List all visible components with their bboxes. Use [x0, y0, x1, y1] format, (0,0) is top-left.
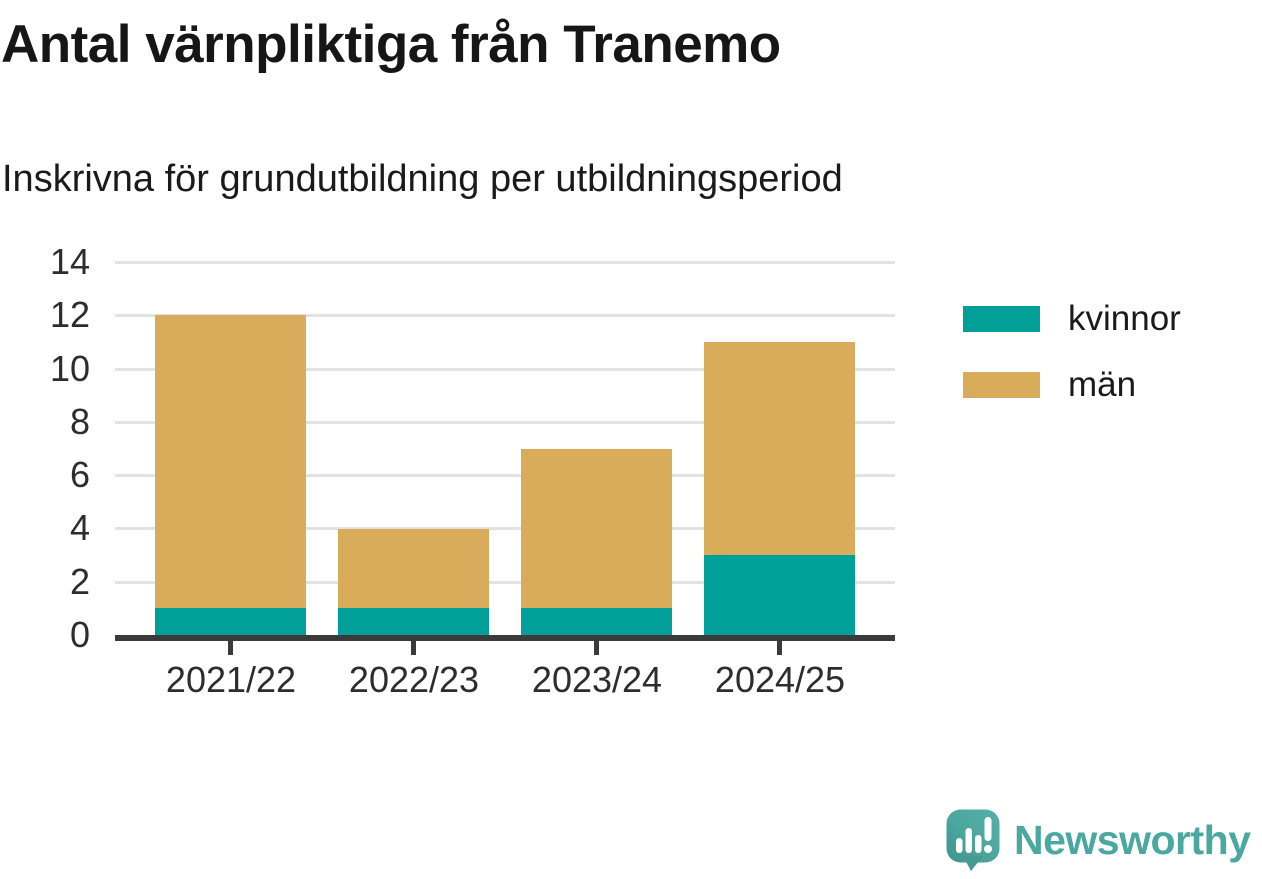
branding: Newsworthy	[945, 808, 1251, 872]
x-axis-label: 2024/25	[714, 659, 846, 700]
legend-item-män: män	[963, 367, 1181, 402]
y-axis-tick-label: 12	[49, 294, 90, 335]
x-axis-tick	[228, 641, 233, 655]
newsworthy-logo-icon	[946, 809, 1000, 871]
chart-title: Antal värnpliktiga från Tranemo	[1, 15, 781, 74]
exclamation-dot-glyph	[984, 845, 992, 853]
bar-segment-kvinnor-2022/23	[338, 608, 489, 635]
y-axis-tick-label: 8	[69, 401, 90, 442]
y-axis-tick-label: 4	[69, 507, 90, 548]
y-axis-tick-label: 2	[69, 561, 90, 602]
bar-segment-män-2023/24	[521, 448, 672, 609]
legend: kvinnor män	[963, 301, 1181, 402]
x-axis-label: 2022/23	[348, 659, 480, 700]
gridline	[115, 314, 895, 317]
bar-glyph-3	[975, 835, 982, 853]
y-axis-tick-label: 14	[49, 241, 90, 282]
x-axis-label: 2021/22	[165, 659, 297, 700]
bar-glyph-1	[956, 838, 963, 853]
bar-segment-kvinnor-2023/24	[521, 608, 672, 635]
bar-segment-män-2024/25	[704, 342, 855, 556]
x-axis-tick	[594, 641, 599, 655]
x-axis-label: 2023/24	[531, 659, 663, 700]
gridline	[115, 527, 895, 530]
bar-segment-män-2022/23	[338, 528, 489, 609]
legend-swatch-kvinnor	[963, 305, 1040, 332]
newsworthy-logo-text: Newsworthy	[1014, 816, 1251, 863]
bar-segment-kvinnor-2021/22	[155, 608, 306, 635]
gridline	[115, 421, 895, 424]
x-axis-tick	[411, 641, 416, 655]
gridline	[115, 368, 895, 371]
bar-glyph-2	[965, 828, 972, 853]
speech-bubble-tail	[963, 856, 983, 871]
gridline	[115, 261, 895, 264]
plot-area	[115, 261, 895, 641]
bar-segment-kvinnor-2024/25	[704, 555, 855, 635]
speech-bubble-shape	[946, 809, 1000, 863]
chart-subtitle: Inskrivna för grundutbildning per utbild…	[2, 158, 843, 200]
gridline	[115, 474, 895, 477]
gridline	[115, 581, 895, 584]
legend-label: kvinnor	[1068, 299, 1181, 338]
y-axis-tick-label: 10	[49, 348, 90, 389]
bar-segment-män-2021/22	[155, 315, 306, 609]
y-axis-tick-label: 6	[69, 454, 90, 495]
exclamation-bar-glyph	[984, 817, 992, 841]
legend-swatch-män	[963, 371, 1040, 398]
x-axis-tick	[777, 641, 782, 655]
legend-item-kvinnor: kvinnor	[963, 301, 1181, 336]
y-axis-tick-label: 0	[69, 614, 90, 655]
legend-label: män	[1068, 365, 1137, 404]
